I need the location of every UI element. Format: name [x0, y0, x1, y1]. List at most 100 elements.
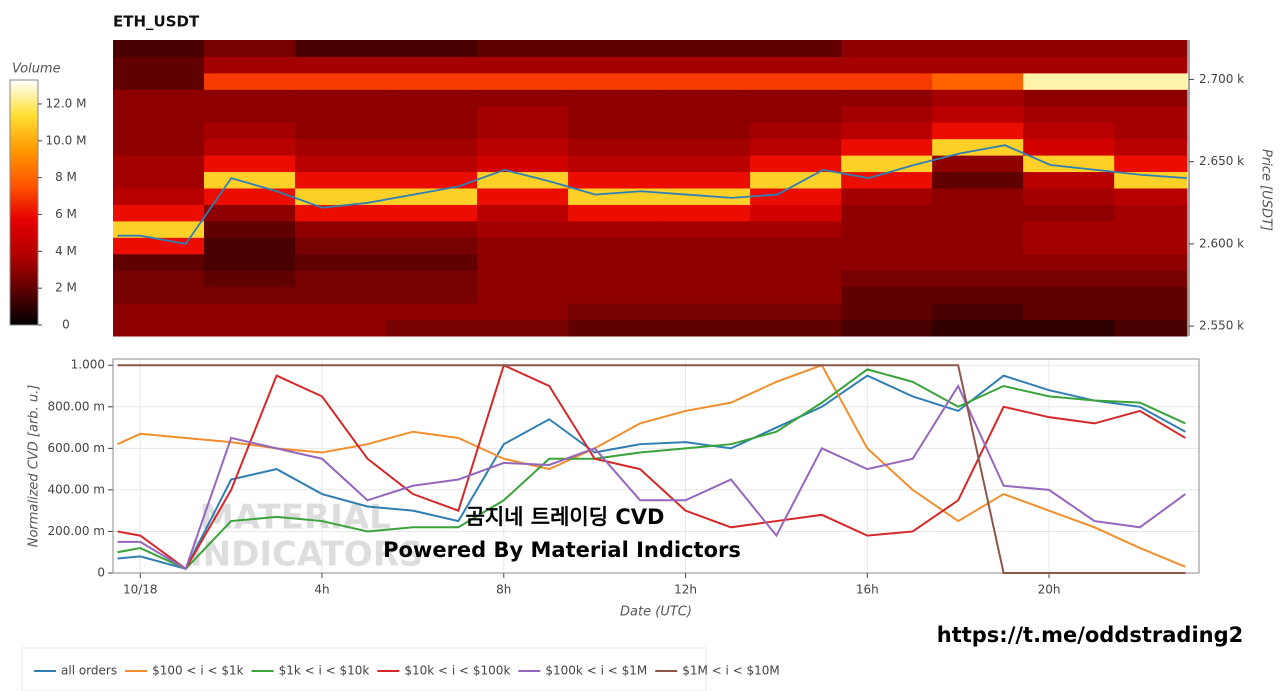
- heatmap-cell: [841, 56, 933, 74]
- heatmap-cell: [477, 188, 569, 205]
- heatmap-cell: [841, 220, 933, 238]
- heatmap-cell: [1114, 270, 1188, 288]
- plot-frame: [112, 358, 1200, 574]
- heatmap-cell: [750, 138, 842, 156]
- heatmap-cell: [386, 122, 478, 140]
- colorbar-tick-label: 8 M: [55, 170, 77, 184]
- heatmap-cell: [932, 56, 1024, 74]
- heatmap-cell: [1023, 237, 1115, 255]
- heatmap-cell: [477, 319, 569, 337]
- heatmap-cell: [295, 204, 387, 222]
- legend-box: [21, 647, 707, 691]
- heatmap-cell: [1114, 319, 1188, 337]
- legend-label: $1M < i < $10M: [682, 664, 780, 678]
- heatmap-cell: [386, 40, 478, 57]
- heatmap-cell: [477, 171, 569, 189]
- heatmap-cell: [477, 155, 569, 173]
- heatmap-cell: [1023, 89, 1115, 107]
- chart-title: ETH_USDT: [113, 13, 200, 31]
- heatmap-cell: [1114, 56, 1188, 74]
- heatmap-cell: [568, 319, 660, 337]
- y-tick-label: 200.00 m: [48, 524, 106, 538]
- heatmap-cell: [1023, 253, 1115, 271]
- heatmap-cell: [1114, 72, 1188, 90]
- heatmap-cell: [386, 105, 478, 123]
- heatmap-cell: [113, 89, 205, 107]
- colorbar-tick-label: 6 M: [55, 207, 77, 221]
- heatmap-cell: [659, 122, 751, 140]
- heatmap-cell: [386, 303, 478, 321]
- heatmap-cell: [659, 286, 751, 304]
- heatmap-cell: [841, 270, 933, 288]
- heatmap-cell: [568, 171, 660, 189]
- heatmap-cell: [750, 253, 842, 271]
- heatmap-cell: [477, 40, 569, 57]
- heatmap-cell: [659, 72, 751, 90]
- heatmap-cell: [659, 204, 751, 222]
- x-tick-label: 12h: [674, 583, 697, 597]
- y-tick-label: 0: [97, 566, 105, 580]
- heatmap-cell: [750, 155, 842, 173]
- legend-label: $100k < i < $1M: [545, 664, 647, 678]
- heatmap-cell: [750, 188, 842, 205]
- y-tick-label: 2.650 k: [1199, 154, 1244, 168]
- heatmap-cell: [750, 56, 842, 74]
- heatmap-cell: [386, 138, 478, 156]
- heatmap-cell: [1114, 171, 1188, 189]
- annotation: https://t.me/oddstrading2: [937, 623, 1244, 647]
- heatmap-cell: [750, 286, 842, 304]
- heatmap-cell: [568, 237, 660, 255]
- heatmap-cell: [932, 204, 1024, 222]
- heatmap-cell: [1023, 204, 1115, 222]
- heatmap-cell: [1023, 105, 1115, 123]
- heatmap-cell: [113, 220, 205, 238]
- heatmap-cell: [659, 138, 751, 156]
- heatmap-cell: [204, 286, 296, 304]
- heatmap-cell: [932, 270, 1024, 288]
- cvd-line: [117, 368, 1186, 571]
- heatmap-cell: [1114, 40, 1188, 57]
- y-tick-label: 800.00 m: [48, 399, 106, 413]
- heatmap-cell: [386, 204, 478, 222]
- heatmap-cell: [750, 319, 842, 337]
- heatmap-cell: [1114, 303, 1188, 321]
- heatmap-cell: [386, 72, 478, 90]
- heatmap-cell: [932, 171, 1024, 189]
- heatmap-cell: [932, 286, 1024, 304]
- heatmap-cell: [568, 303, 660, 321]
- heatmap-cell: [1114, 105, 1188, 123]
- price-line: [117, 144, 1188, 245]
- heatmap-cell: [113, 155, 205, 173]
- heatmap-cell: [750, 270, 842, 288]
- colorbar-label: Volume: [12, 62, 61, 77]
- heatmap-cell: [386, 188, 478, 205]
- y-axis-label: Price [USDT]: [1259, 149, 1274, 231]
- heatmap-cell: [841, 89, 933, 107]
- heatmap-cell: [750, 171, 842, 189]
- heatmap-cell: [841, 138, 933, 156]
- legend-label: all orders: [61, 664, 117, 678]
- heatmap-cell: [568, 286, 660, 304]
- colorbar-tick-label: 0: [62, 318, 70, 332]
- heatmap-cell: [1114, 122, 1188, 140]
- heatmap-cell: [204, 72, 296, 90]
- legend-label: $1k < i < $10k: [279, 664, 370, 678]
- heatmap-cell: [750, 204, 842, 222]
- y-tick-label: 1.000: [71, 358, 105, 372]
- heatmap-cell: [386, 155, 478, 173]
- x-axis-label: Date (UTC): [620, 605, 692, 620]
- heatmap-cell: [841, 319, 933, 337]
- heatmap-cell: [841, 105, 933, 123]
- heatmap-cell: [204, 303, 296, 321]
- x-tick-label: 10/18: [123, 583, 158, 597]
- heatmap-cell: [932, 155, 1024, 173]
- heatmap-cell: [841, 72, 933, 90]
- heatmap-cell: [295, 319, 387, 337]
- legend-label: $100 < i < $1k: [152, 664, 244, 678]
- heatmap-cell: [568, 253, 660, 271]
- heatmap-cell: [386, 56, 478, 74]
- heatmap-cell: [1114, 188, 1188, 205]
- heatmap-cell: [841, 155, 933, 173]
- heatmap-cell: [932, 72, 1024, 90]
